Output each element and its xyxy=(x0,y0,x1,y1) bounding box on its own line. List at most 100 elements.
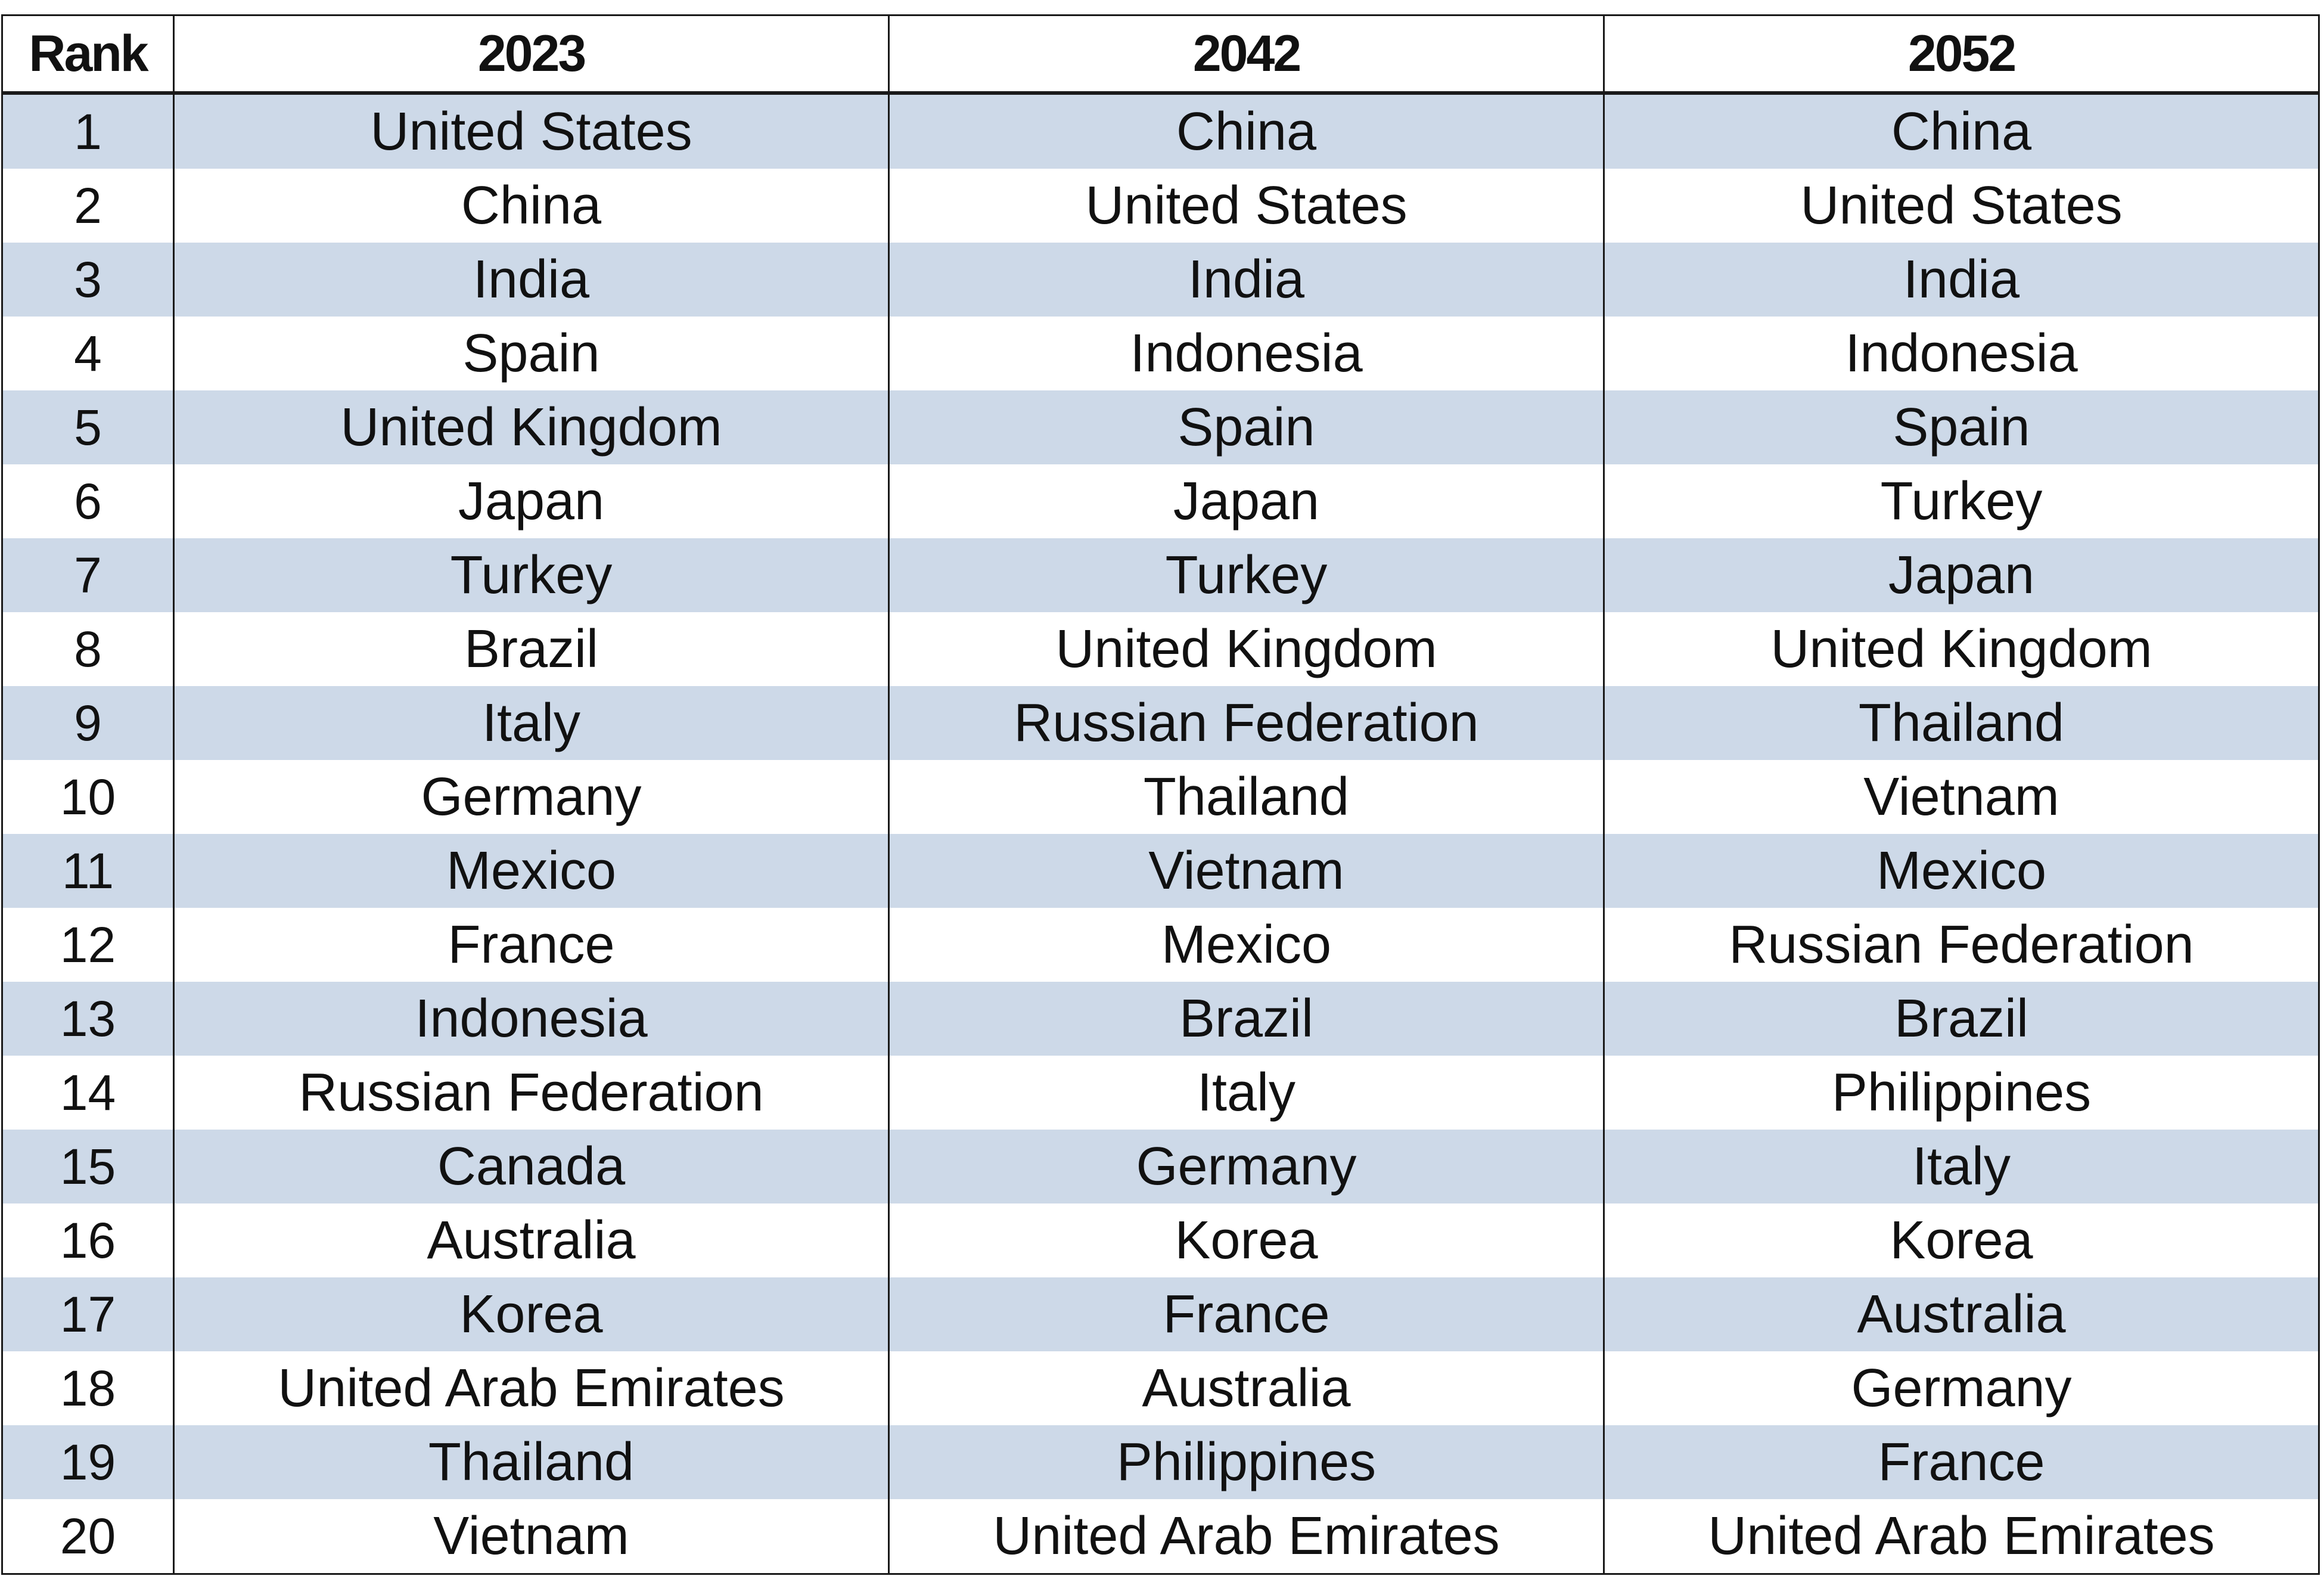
country-2042-cell: China xyxy=(888,93,1605,169)
country-2023-cell: Australia xyxy=(173,1203,890,1277)
country-2023-cell: Indonesia xyxy=(173,982,890,1056)
country-2042-cell: Indonesia xyxy=(888,317,1605,390)
country-2052-cell: Philippines xyxy=(1603,1056,2320,1130)
country-2052-cell: Mexico xyxy=(1603,834,2320,908)
country-2023-cell: Korea xyxy=(173,1277,890,1351)
country-2052-cell: United Arab Emirates xyxy=(1603,1499,2320,1575)
country-2052-cell: Turkey xyxy=(1603,464,2320,538)
table-row: 19 Thailand Philippines France xyxy=(1,1425,2320,1499)
country-2042-cell: Philippines xyxy=(888,1425,1605,1499)
table-row: 8 Brazil United Kingdom United Kingdom xyxy=(1,612,2320,686)
country-2023-cell: Canada xyxy=(173,1130,890,1203)
rank-cell: 1 xyxy=(1,93,175,169)
country-2042-cell: Russian Federation xyxy=(888,686,1605,760)
header-2042: 2042 xyxy=(888,14,1605,95)
country-2052-cell: Brazil xyxy=(1603,982,2320,1056)
country-2042-cell: Turkey xyxy=(888,538,1605,612)
country-2023-cell: India xyxy=(173,243,890,317)
country-2042-cell: Japan xyxy=(888,464,1605,538)
table-row: 4 Spain Indonesia Indonesia xyxy=(1,317,2320,390)
table-row: 17 Korea France Australia xyxy=(1,1277,2320,1351)
rank-cell: 10 xyxy=(1,760,175,834)
country-2023-cell: United States xyxy=(173,93,890,169)
country-2023-cell: Russian Federation xyxy=(173,1056,890,1130)
rank-cell: 17 xyxy=(1,1277,175,1351)
country-2042-cell: India xyxy=(888,243,1605,317)
table-row: 18 United Arab Emirates Australia Germany xyxy=(1,1351,2320,1425)
country-2052-cell: France xyxy=(1603,1425,2320,1499)
rank-cell: 12 xyxy=(1,908,175,982)
country-2052-cell: United Kingdom xyxy=(1603,612,2320,686)
rank-cell: 7 xyxy=(1,538,175,612)
table-row: 5 United Kingdom Spain Spain xyxy=(1,390,2320,464)
country-2052-cell: Australia xyxy=(1603,1277,2320,1351)
table-row: 2 China United States United States xyxy=(1,169,2320,243)
country-2042-cell: United Arab Emirates xyxy=(888,1499,1605,1575)
country-2023-cell: Mexico xyxy=(173,834,890,908)
country-2023-cell: Germany xyxy=(173,760,890,834)
country-2023-cell: Japan xyxy=(173,464,890,538)
table-row: 6 Japan Japan Turkey xyxy=(1,464,2320,538)
header-2023: 2023 xyxy=(173,14,890,95)
country-2052-cell: India xyxy=(1603,243,2320,317)
country-2042-cell: Brazil xyxy=(888,982,1605,1056)
rank-cell: 9 xyxy=(1,686,175,760)
country-2023-cell: Turkey xyxy=(173,538,890,612)
rank-cell: 6 xyxy=(1,464,175,538)
country-2052-cell: Japan xyxy=(1603,538,2320,612)
country-2042-cell: Thailand xyxy=(888,760,1605,834)
country-2023-cell: France xyxy=(173,908,890,982)
table-row: 1 United States China China xyxy=(1,93,2320,169)
table-row: 7 Turkey Turkey Japan xyxy=(1,538,2320,612)
country-2023-cell: United Kingdom xyxy=(173,390,890,464)
country-2023-cell: China xyxy=(173,169,890,243)
country-2042-cell: Spain xyxy=(888,390,1605,464)
table-header: Rank 2023 2042 2052 xyxy=(1,14,2320,95)
table-row: 12 France Mexico Russian Federation xyxy=(1,908,2320,982)
table-row: 11 Mexico Vietnam Mexico xyxy=(1,834,2320,908)
rank-cell: 20 xyxy=(1,1499,175,1575)
header-2052: 2052 xyxy=(1603,14,2320,95)
rank-cell: 4 xyxy=(1,317,175,390)
rank-cell: 11 xyxy=(1,834,175,908)
rank-cell: 3 xyxy=(1,243,175,317)
ranking-table: Rank 2023 2042 2052 1 United States China C… xyxy=(1,14,2320,1575)
country-2042-cell: Australia xyxy=(888,1351,1605,1425)
country-2042-cell: Korea xyxy=(888,1203,1605,1277)
country-2023-cell: Italy xyxy=(173,686,890,760)
country-2023-cell: United Arab Emirates xyxy=(173,1351,890,1425)
table-row: 9 Italy Russian Federation Thailand xyxy=(1,686,2320,760)
table-row: 10 Germany Thailand Vietnam xyxy=(1,760,2320,834)
country-2023-cell: Brazil xyxy=(173,612,890,686)
country-2052-cell: Indonesia xyxy=(1603,317,2320,390)
country-2023-cell: Vietnam xyxy=(173,1499,890,1575)
country-2052-cell: United States xyxy=(1603,169,2320,243)
table-row: 13 Indonesia Brazil Brazil xyxy=(1,982,2320,1056)
country-2042-cell: United States xyxy=(888,169,1605,243)
rank-cell: 15 xyxy=(1,1130,175,1203)
rank-cell: 14 xyxy=(1,1056,175,1130)
rank-cell: 19 xyxy=(1,1425,175,1499)
country-2052-cell: Germany xyxy=(1603,1351,2320,1425)
table-row: 20 Vietnam United Arab Emirates United Arab… xyxy=(1,1499,2320,1575)
country-2052-cell: Korea xyxy=(1603,1203,2320,1277)
country-2023-cell: Thailand xyxy=(173,1425,890,1499)
country-2052-cell: Thailand xyxy=(1603,686,2320,760)
rank-cell: 18 xyxy=(1,1351,175,1425)
table-body: 1 United States China China 2 China United Sta… xyxy=(1,93,2320,1575)
country-2052-cell: Russian Federation xyxy=(1603,908,2320,982)
table-row: 3 India India India xyxy=(1,243,2320,317)
country-2052-cell: Vietnam xyxy=(1603,760,2320,834)
country-2042-cell: United Kingdom xyxy=(888,612,1605,686)
country-2042-cell: Germany xyxy=(888,1130,1605,1203)
country-2023-cell: Spain xyxy=(173,317,890,390)
country-2042-cell: France xyxy=(888,1277,1605,1351)
rank-cell: 5 xyxy=(1,390,175,464)
country-2042-cell: Vietnam xyxy=(888,834,1605,908)
rank-cell: 16 xyxy=(1,1203,175,1277)
header-row: Rank 2023 2042 2052 xyxy=(1,14,2320,95)
table-row: 15 Canada Germany Italy xyxy=(1,1130,2320,1203)
table-row: 14 Russian Federation Italy Philippines xyxy=(1,1056,2320,1130)
ranking-table-container: Rank 2023 2042 2052 1 United States China C… xyxy=(1,14,2320,1575)
country-2052-cell: Spain xyxy=(1603,390,2320,464)
